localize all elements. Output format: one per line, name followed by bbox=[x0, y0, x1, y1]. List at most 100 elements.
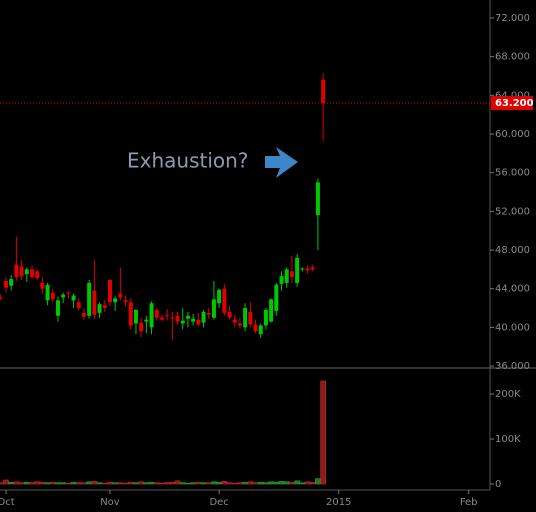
candle-body bbox=[217, 289, 222, 304]
volume-bar bbox=[112, 482, 118, 485]
volume-bar bbox=[200, 482, 207, 485]
y-tick-label: 52.000 bbox=[495, 206, 530, 217]
candle-body bbox=[107, 280, 112, 303]
volume-bar bbox=[190, 482, 196, 485]
candle-body bbox=[315, 182, 320, 216]
arrow bbox=[265, 147, 298, 178]
volume-bar bbox=[320, 380, 326, 485]
volume-bar bbox=[304, 481, 311, 485]
volume-bar bbox=[75, 482, 82, 485]
volume-bar bbox=[211, 481, 217, 485]
volume-bar bbox=[0, 482, 4, 485]
candle-body bbox=[92, 290, 97, 315]
candle-body bbox=[180, 320, 185, 324]
candle-body bbox=[97, 304, 102, 313]
x-tick-label: Oct bbox=[0, 497, 15, 508]
candle-body bbox=[24, 269, 29, 275]
volume-bar bbox=[315, 478, 321, 485]
x-tick-label: Feb bbox=[460, 497, 478, 508]
y-tick-label: 60.000 bbox=[495, 129, 530, 140]
candle-body bbox=[191, 318, 196, 322]
y-tick-label: 100K bbox=[495, 434, 521, 445]
volume-bar bbox=[195, 481, 202, 485]
volume-bar bbox=[29, 482, 35, 485]
candle-body bbox=[211, 299, 216, 318]
candle-body bbox=[232, 319, 237, 323]
volume-bar bbox=[96, 482, 103, 485]
volume-bar bbox=[237, 482, 243, 485]
volume-bar bbox=[91, 481, 98, 485]
y-tick-label: 44.000 bbox=[495, 284, 530, 295]
volume-bar bbox=[263, 482, 269, 485]
volume-bar bbox=[138, 481, 144, 485]
volume-bar bbox=[148, 481, 155, 485]
candle-body bbox=[118, 293, 123, 298]
y-tick-label: 0 bbox=[495, 479, 501, 490]
candle-body bbox=[248, 311, 253, 325]
volume-bar bbox=[273, 481, 280, 485]
volume-bar bbox=[289, 481, 295, 485]
candle-body bbox=[3, 280, 8, 288]
candle-body bbox=[258, 325, 263, 335]
candle-body bbox=[253, 324, 258, 332]
candle-body bbox=[263, 309, 268, 326]
candle-body bbox=[321, 79, 326, 104]
candle-body bbox=[9, 279, 14, 286]
candle-body bbox=[149, 303, 154, 328]
candle-body bbox=[102, 305, 107, 309]
volume-bar bbox=[86, 481, 92, 485]
volume-bar bbox=[133, 482, 139, 485]
volume-bar bbox=[122, 482, 129, 485]
volume-bar bbox=[185, 482, 191, 485]
y-tick-label: 200K bbox=[495, 389, 521, 400]
volume-bar bbox=[164, 482, 170, 485]
volume-bar bbox=[13, 481, 20, 485]
candle-body bbox=[175, 315, 180, 322]
candle-body bbox=[165, 314, 170, 316]
candle-body bbox=[71, 295, 76, 301]
volume-bar bbox=[294, 480, 300, 485]
volume-bar bbox=[221, 481, 228, 485]
x-tick-label: Dec bbox=[209, 497, 228, 508]
y-tick-label: 56.000 bbox=[495, 168, 530, 179]
y-tick-label: 48.000 bbox=[495, 245, 530, 256]
volume-bar bbox=[299, 482, 306, 485]
volume-bar bbox=[107, 481, 113, 485]
x-tick-label: 2015 bbox=[326, 497, 351, 508]
candle-body bbox=[154, 309, 159, 318]
y-tick-label: 68.000 bbox=[495, 52, 530, 63]
volume-bar bbox=[60, 482, 66, 485]
candle-body bbox=[295, 257, 300, 283]
volume-bar bbox=[278, 481, 285, 485]
candle-body bbox=[87, 282, 92, 316]
candle-body bbox=[113, 298, 118, 303]
candle-body bbox=[206, 312, 211, 315]
candle-body bbox=[50, 292, 55, 300]
volume-bar bbox=[65, 482, 72, 485]
candle-body bbox=[227, 311, 232, 318]
y-tick-label: 36.000 bbox=[495, 361, 530, 372]
candle-body bbox=[300, 268, 305, 270]
volume-bar bbox=[8, 481, 14, 485]
candle-body bbox=[305, 268, 310, 271]
volume-bar bbox=[101, 482, 108, 485]
volume-bar bbox=[18, 482, 25, 485]
volume-bar bbox=[216, 481, 222, 485]
candle-body bbox=[170, 317, 175, 319]
candle-body bbox=[237, 323, 242, 326]
candle-body bbox=[289, 271, 294, 278]
volume-bar bbox=[169, 481, 176, 485]
candle-body bbox=[45, 284, 50, 301]
candle-body bbox=[201, 311, 206, 323]
volume-bar bbox=[159, 482, 165, 485]
candle-body bbox=[159, 317, 164, 320]
candle-body bbox=[284, 269, 289, 283]
volume-bar bbox=[34, 481, 40, 485]
candle-body bbox=[40, 282, 45, 289]
volume-bar bbox=[252, 482, 259, 485]
candle-body bbox=[123, 300, 128, 303]
volume-bar bbox=[23, 481, 30, 485]
candle-body bbox=[274, 284, 279, 311]
candle-body bbox=[243, 308, 248, 328]
